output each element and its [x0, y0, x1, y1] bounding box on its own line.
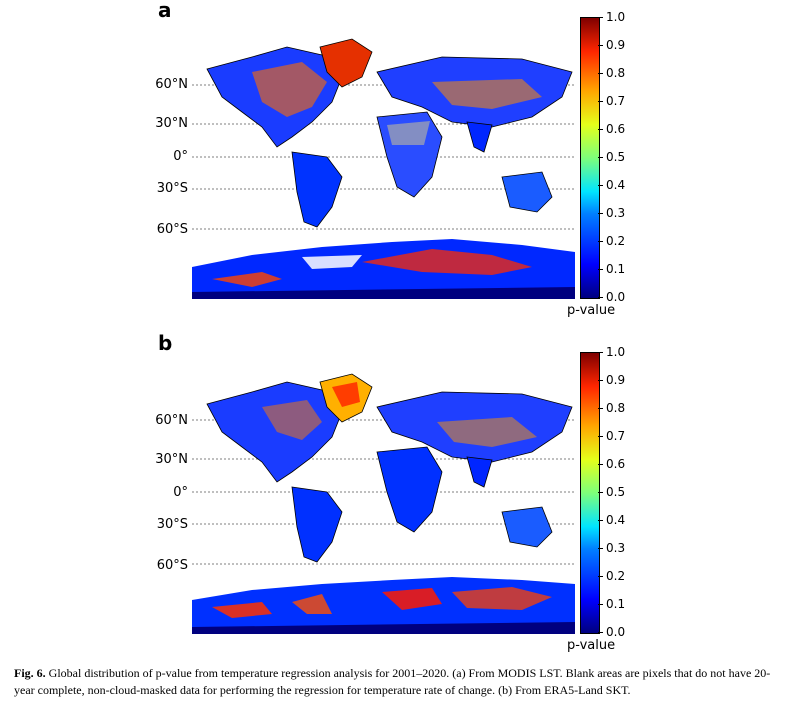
cbar-tick: 0.2	[597, 234, 626, 248]
colorbar-a	[580, 17, 600, 299]
cbar-tick: 0.8	[597, 401, 626, 415]
cbar-tick: 0.1	[597, 262, 626, 276]
colorbar-title-b: p-value	[567, 638, 616, 653]
cbar-tick: 0.4	[597, 178, 626, 192]
cbar-tick: 0.0	[597, 290, 626, 304]
caption-text: Global distribution of p-value from temp…	[14, 666, 771, 697]
cbar-tick: 0.2	[597, 569, 626, 583]
colorbar-b	[580, 352, 600, 634]
cbar-tick: 0.5	[597, 485, 626, 499]
map-a	[192, 17, 575, 299]
lat-label-30n: 30°N	[155, 452, 188, 467]
lat-label-60s: 60°S	[156, 558, 188, 573]
cbar-tick: 0.6	[597, 457, 626, 471]
lat-label-0: 0°	[173, 485, 188, 500]
figure-caption: Fig. 6. Global distribution of p-value f…	[14, 665, 774, 699]
cbar-tick: 0.1	[597, 597, 626, 611]
cbar-tick: 0.6	[597, 122, 626, 136]
cbar-tick: 0.4	[597, 513, 626, 527]
lat-label-60n: 60°N	[155, 77, 188, 92]
lat-label-30n: 30°N	[155, 116, 188, 131]
cbar-tick: 0.9	[597, 38, 626, 52]
cbar-tick: 0.5	[597, 150, 626, 164]
cbar-tick: 0.0	[597, 625, 626, 639]
cbar-tick: 0.9	[597, 373, 626, 387]
lat-label-30s: 30°S	[156, 517, 188, 532]
cbar-tick: 1.0	[597, 10, 626, 24]
colorbar-title-a: p-value	[567, 303, 616, 318]
cbar-tick: 0.7	[597, 429, 626, 443]
cbar-tick: 0.7	[597, 94, 626, 108]
cbar-tick: 0.3	[597, 206, 626, 220]
caption-label: Fig. 6.	[14, 666, 46, 680]
lat-label-0: 0°	[173, 149, 188, 164]
cbar-tick: 0.8	[597, 66, 626, 80]
lat-label-60n: 60°N	[155, 413, 188, 428]
panel-label-b: b	[158, 331, 173, 355]
map-b	[192, 352, 575, 634]
cbar-tick: 0.3	[597, 541, 626, 555]
cbar-tick: 1.0	[597, 345, 626, 359]
panel-label-a: a	[158, 0, 172, 22]
lat-label-30s: 30°S	[156, 181, 188, 196]
lat-label-60s: 60°S	[156, 222, 188, 237]
